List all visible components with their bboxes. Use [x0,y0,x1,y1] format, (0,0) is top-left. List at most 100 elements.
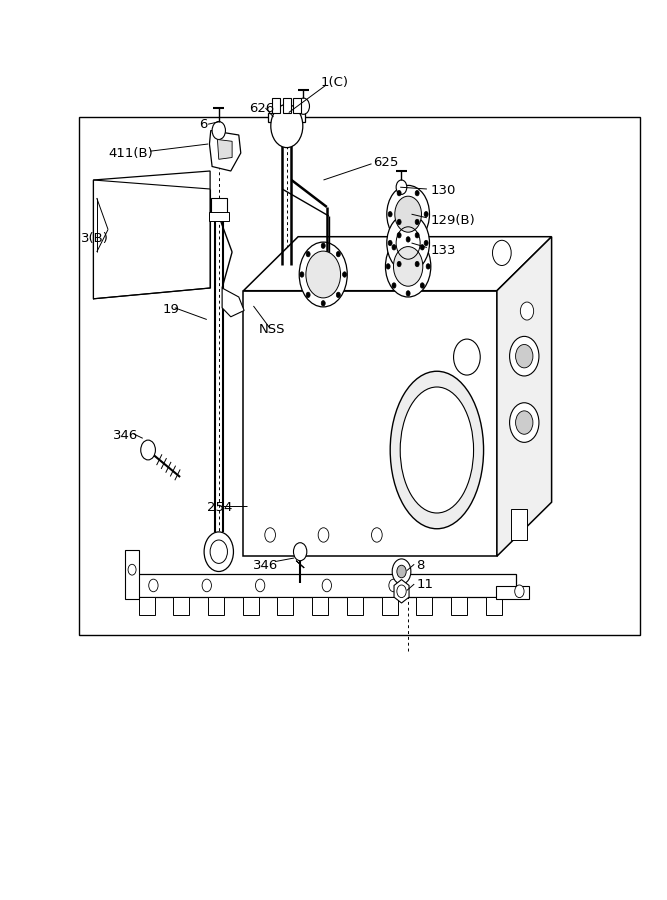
Polygon shape [416,597,432,615]
Circle shape [420,283,424,288]
Bar [511,508,527,540]
Circle shape [397,232,401,238]
Circle shape [510,337,539,376]
Circle shape [516,345,533,368]
Ellipse shape [400,387,474,513]
Ellipse shape [390,371,484,529]
Polygon shape [497,237,552,556]
Circle shape [202,580,211,592]
Circle shape [424,212,428,217]
Circle shape [271,104,303,148]
Circle shape [321,301,325,306]
Bar [125,550,139,599]
Circle shape [397,191,401,196]
Bar [211,198,227,216]
Circle shape [515,585,524,598]
Polygon shape [173,597,189,615]
Text: NSS: NSS [259,323,285,336]
Polygon shape [139,597,155,615]
Polygon shape [243,597,259,615]
Text: 411(B): 411(B) [109,147,153,159]
Text: 19: 19 [162,303,179,316]
Circle shape [454,339,480,375]
Circle shape [406,291,410,296]
Circle shape [516,410,533,435]
Text: 11: 11 [416,579,433,591]
Circle shape [212,122,225,140]
Circle shape [306,292,310,298]
Circle shape [343,272,347,277]
Text: 254: 254 [207,501,232,514]
Polygon shape [382,597,398,615]
Bar [268,112,305,122]
Circle shape [406,237,410,242]
Polygon shape [486,597,502,615]
Circle shape [293,543,307,561]
Polygon shape [209,130,241,171]
Circle shape [426,264,430,269]
Polygon shape [451,597,467,615]
Text: 346: 346 [113,429,139,442]
Circle shape [141,440,155,460]
Circle shape [387,214,430,272]
Circle shape [128,564,136,575]
Circle shape [204,532,233,572]
Circle shape [394,247,423,286]
Polygon shape [312,597,328,615]
Circle shape [372,527,382,542]
Circle shape [387,185,430,243]
Circle shape [397,220,401,225]
Polygon shape [347,597,363,615]
Circle shape [255,580,265,592]
Circle shape [389,580,398,592]
Circle shape [386,236,431,297]
Circle shape [322,580,331,592]
Polygon shape [243,237,552,291]
Circle shape [388,212,392,217]
Bar [283,98,291,112]
Circle shape [420,245,424,250]
Circle shape [520,302,534,320]
Circle shape [318,527,329,542]
Text: 129(B): 129(B) [431,214,476,227]
Circle shape [321,243,325,248]
Polygon shape [394,580,409,603]
Polygon shape [243,291,497,556]
Circle shape [149,580,158,592]
Circle shape [392,559,411,584]
Circle shape [306,251,341,298]
Text: 1(C): 1(C) [320,76,348,89]
Circle shape [415,261,419,266]
Circle shape [395,196,422,232]
Circle shape [392,283,396,288]
Bar [293,98,301,112]
Circle shape [424,240,428,246]
Circle shape [397,565,406,578]
Circle shape [392,245,396,250]
Circle shape [415,191,419,196]
Text: 8: 8 [416,559,425,572]
Circle shape [492,240,511,266]
Text: 6: 6 [199,118,207,130]
Circle shape [306,251,310,256]
Polygon shape [217,140,232,159]
Circle shape [397,261,401,266]
Circle shape [415,232,419,238]
Text: 625: 625 [374,156,399,168]
Circle shape [510,403,539,443]
Circle shape [265,527,275,542]
Bar [272,98,280,112]
Circle shape [300,272,304,277]
Text: 3(B): 3(B) [81,232,109,245]
Circle shape [336,292,340,298]
Circle shape [297,98,309,114]
Text: 626: 626 [249,102,274,114]
Circle shape [299,242,348,307]
Circle shape [336,251,340,256]
Text: 133: 133 [431,244,456,256]
Circle shape [386,264,390,269]
Circle shape [415,220,419,225]
Bar [209,212,229,220]
Polygon shape [277,597,293,615]
Bar [79,117,640,634]
